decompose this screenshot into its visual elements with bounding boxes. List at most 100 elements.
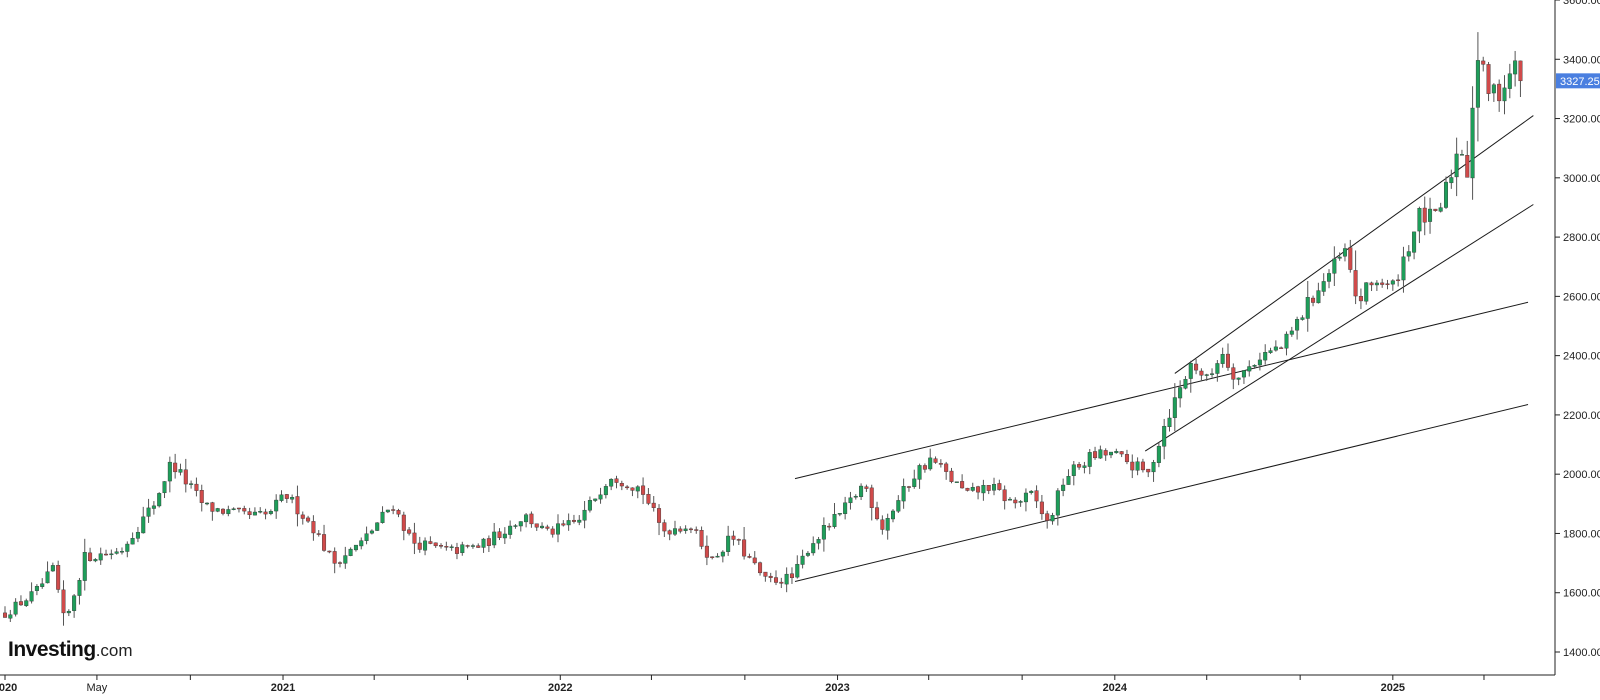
candle-body <box>1449 177 1454 184</box>
candle-body <box>1518 60 1523 82</box>
candle <box>1412 231 1417 260</box>
candle <box>1268 347 1273 354</box>
candle-body <box>274 499 279 512</box>
y-tick-label: 1800.00 <box>1563 528 1600 540</box>
candle-body <box>694 529 699 531</box>
candle-body <box>88 552 93 562</box>
candle-body <box>1098 449 1103 459</box>
candle <box>1475 32 1480 142</box>
candle-body <box>571 519 576 522</box>
x-tick-label: 2023 <box>825 682 849 694</box>
candle <box>1316 282 1321 304</box>
candle-body <box>454 547 459 554</box>
candle-body <box>710 556 715 558</box>
x-tick-label: 2022 <box>548 682 572 694</box>
candle-body <box>837 513 842 515</box>
candle-body <box>1507 73 1512 89</box>
candle-body <box>460 544 465 554</box>
candle <box>231 507 236 511</box>
candle <box>98 547 103 565</box>
candle-body <box>135 531 140 539</box>
candle <box>1332 246 1337 287</box>
candle-body <box>795 563 800 578</box>
candle <box>1061 478 1066 497</box>
candle <box>885 513 890 540</box>
candle-body <box>146 507 151 517</box>
candle-body <box>688 528 693 531</box>
candle-body <box>1241 370 1246 378</box>
candle-body <box>1077 464 1082 468</box>
candle <box>337 561 342 568</box>
candle <box>662 519 667 537</box>
y-tick-label: 1400.00 <box>1563 647 1600 659</box>
watermark-logo: Investing.com <box>8 638 133 661</box>
candle <box>1199 368 1204 382</box>
candle <box>1507 63 1512 99</box>
candle <box>928 448 933 471</box>
candle <box>1449 169 1454 189</box>
candle-body <box>513 525 518 527</box>
candle-body <box>470 545 475 547</box>
candle <box>263 508 268 520</box>
candle-body <box>1018 501 1023 503</box>
candle <box>476 543 481 548</box>
candle <box>1109 451 1114 459</box>
candle-body <box>189 483 194 485</box>
candle <box>1406 245 1411 262</box>
candle-body <box>890 510 895 520</box>
y-tick-label: 3000.00 <box>1563 173 1600 185</box>
candle <box>715 553 720 558</box>
candle-body <box>1050 515 1055 522</box>
candle-body <box>29 591 34 602</box>
candle <box>173 453 178 479</box>
candle-body <box>130 538 135 545</box>
candle <box>1119 451 1124 458</box>
x-tick-label: 2025 <box>1381 682 1405 694</box>
candle-body <box>1348 247 1353 270</box>
candle <box>343 546 348 569</box>
candle <box>40 578 45 589</box>
candle <box>1045 510 1050 529</box>
candle <box>1390 279 1395 291</box>
candle <box>566 513 571 531</box>
candle <box>66 609 71 617</box>
candle <box>779 577 784 589</box>
candle <box>1401 246 1406 293</box>
candle-body <box>306 517 311 522</box>
candle-body <box>1284 333 1289 349</box>
candle <box>290 494 295 504</box>
candle-body <box>417 542 422 550</box>
watermark-brand: Investing <box>8 638 96 661</box>
candle <box>300 511 305 525</box>
candle-body <box>662 522 667 532</box>
candle-body <box>1146 468 1151 473</box>
candle-body <box>906 486 911 488</box>
candle-body <box>439 545 444 547</box>
candle-body <box>1502 87 1507 102</box>
candle-body <box>284 494 289 499</box>
candle-body <box>295 496 300 515</box>
candle <box>1459 149 1464 156</box>
candle <box>1023 488 1028 512</box>
candle <box>460 541 465 556</box>
candle <box>1124 449 1129 465</box>
candle <box>699 526 704 550</box>
candle <box>274 494 279 519</box>
candle <box>72 594 77 618</box>
y-tick-label: 3400.00 <box>1563 54 1600 66</box>
candle <box>380 506 385 524</box>
candle-body <box>1380 282 1385 285</box>
candle <box>726 525 731 556</box>
candle <box>486 535 491 553</box>
candle <box>1396 274 1401 287</box>
candle <box>157 492 162 508</box>
candle <box>843 496 848 520</box>
candle-body <box>784 573 789 585</box>
candle <box>369 529 374 535</box>
candle <box>221 508 226 516</box>
candle-body <box>997 483 1002 490</box>
candle <box>752 551 757 565</box>
candle <box>976 485 981 500</box>
